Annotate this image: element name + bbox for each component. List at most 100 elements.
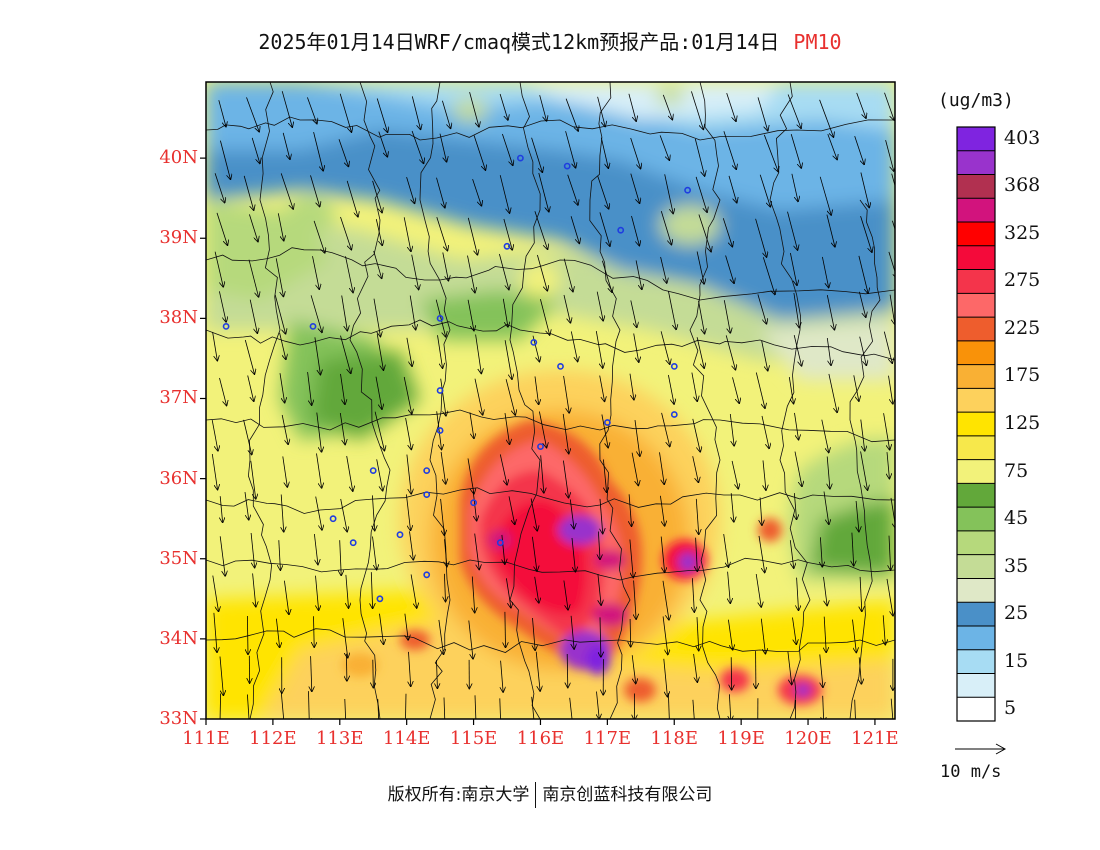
city-marker (349, 539, 357, 547)
colorbar-swatch (957, 673, 995, 698)
wind-arrow (659, 135, 669, 160)
wind-arrow (249, 214, 258, 241)
colorbar-label: 175 (1004, 364, 1041, 387)
lat-label: 37N (159, 387, 198, 409)
wind-arrow (540, 455, 544, 492)
wind-arrow (598, 531, 600, 560)
wind-arrow (794, 493, 796, 519)
wind-arrow (629, 539, 633, 578)
wind-arrow (252, 573, 256, 606)
wind-arrow (860, 451, 868, 490)
city-marker (617, 226, 625, 234)
wind-arrow (538, 172, 549, 212)
copyright-footer: 版权所有:南京大学 南京创蓝科技有限公司 (0, 780, 1100, 808)
wind-arrow (890, 698, 894, 719)
wind-arrow (243, 175, 253, 210)
wind-arrow (467, 458, 474, 493)
border-line (849, 199, 881, 719)
wind-arrow (633, 333, 639, 362)
wind-arrow (219, 693, 221, 719)
wind-arrow (787, 651, 792, 685)
wind-arrow (634, 420, 640, 456)
wind-arrow (440, 378, 446, 416)
city-marker (670, 411, 678, 418)
wind-arrow (760, 497, 762, 525)
wind-arrow (563, 294, 570, 323)
colorbar-swatch (957, 150, 995, 175)
colorbar-swatch (957, 435, 995, 461)
city-marker (670, 362, 678, 370)
wind-arrow (630, 173, 640, 204)
wind-arrow (599, 375, 605, 402)
border-line (206, 628, 895, 653)
city-markers (222, 154, 691, 603)
wind-arrow (411, 96, 420, 129)
wind-arrow (630, 300, 637, 327)
wind-arrow (731, 460, 738, 489)
wind-arrow (696, 498, 698, 534)
lon-label: 118E (650, 728, 699, 749)
colorbar-swatch (957, 554, 995, 579)
wind-arrow (314, 533, 318, 564)
wind-arrow (472, 178, 482, 206)
border-line (689, 82, 721, 719)
wind-arrow (281, 91, 292, 127)
wind-arrow (662, 94, 672, 120)
wind-arrow (503, 218, 512, 250)
wind-arrow (475, 334, 482, 374)
wind-arrow (342, 618, 348, 657)
city-marker (563, 162, 571, 170)
wind-arrow (499, 93, 508, 120)
wind-arrow (212, 331, 218, 360)
wind-arrow (823, 576, 828, 605)
wind-arrow (661, 412, 670, 446)
colorbar-swatch (957, 649, 995, 674)
wind-arrow (595, 331, 602, 368)
wind-arrow (794, 451, 802, 487)
wind-arrow (249, 299, 257, 333)
wind-arrow (599, 212, 610, 246)
wind-arrow (859, 657, 861, 683)
city-marker (436, 387, 444, 394)
wind-arrow (888, 251, 895, 278)
wind-arrow (629, 494, 631, 526)
wind-arrow (443, 697, 446, 719)
wind-arrow (827, 456, 830, 489)
lon-label: 111E (182, 728, 230, 749)
wind-arrow (307, 97, 316, 123)
wind-arrow (692, 456, 699, 482)
wind-arrow (403, 376, 412, 414)
wind-arrow (277, 213, 283, 240)
wind-arrow (378, 131, 388, 157)
wind-arrow (214, 251, 223, 287)
wind-arrow (346, 455, 353, 491)
colorbar-swatch (957, 317, 995, 342)
wind-arrow (276, 618, 279, 648)
wind-arrow (728, 175, 737, 203)
colorbar-swatch (957, 388, 995, 413)
wind-arrow (697, 617, 699, 650)
wind-arrow (533, 617, 536, 650)
lon-label: 120E (784, 728, 832, 749)
wind-arrow (248, 259, 259, 297)
colorbar-swatch (957, 530, 995, 556)
wind-arrow (826, 337, 831, 365)
wind-arrow (787, 94, 801, 129)
lat-label: 38N (159, 307, 198, 329)
wind-arrow (373, 659, 374, 688)
wind-arrow (279, 373, 285, 402)
wind-arrow (602, 260, 612, 292)
wind-arrow (436, 216, 448, 250)
wind-arrow (211, 420, 218, 451)
colorbar-label: 15 (1004, 649, 1029, 672)
footer-right: 南京创蓝科技有限公司 (542, 785, 713, 805)
wind-arrow (723, 534, 729, 567)
city-marker (329, 515, 337, 523)
wind-arrow (763, 460, 766, 490)
wind-arrow (887, 452, 889, 478)
wind-arrow (630, 137, 641, 168)
wind-arrow (822, 256, 828, 287)
lat-label: 34N (159, 627, 198, 649)
wind-arrow (631, 215, 640, 245)
wind-arrow (696, 251, 704, 284)
